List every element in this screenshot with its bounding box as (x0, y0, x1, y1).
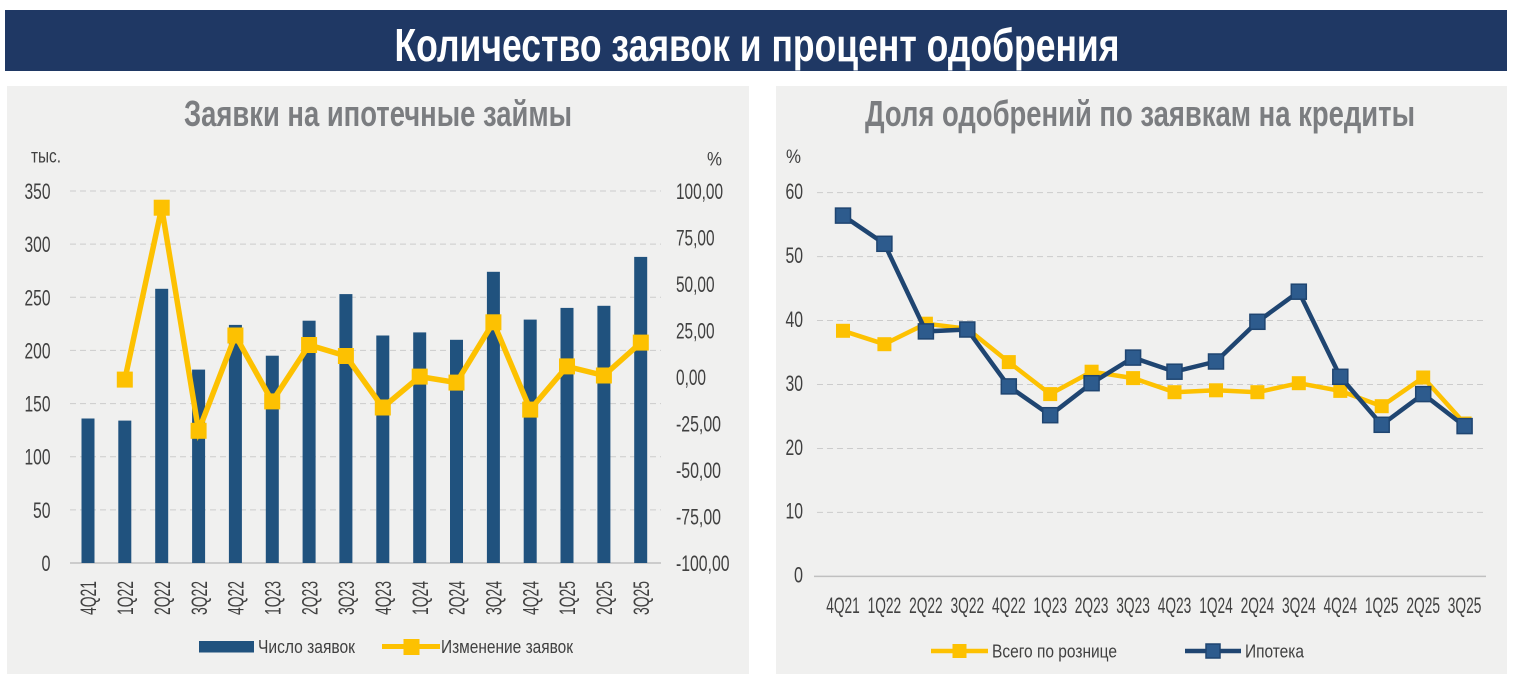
svg-text:50: 50 (786, 243, 804, 268)
svg-text:4Q23: 4Q23 (1158, 593, 1192, 618)
svg-text:Изменение заявок: Изменение заявок (441, 636, 574, 657)
svg-text:3Q23: 3Q23 (1116, 593, 1150, 618)
svg-text:1Q25: 1Q25 (555, 581, 580, 615)
svg-text:1Q24: 1Q24 (1199, 593, 1233, 618)
svg-text:Доля одобрений по заявкам на к: Доля одобрений по заявкам на кредиты (865, 93, 1415, 134)
svg-text:100,00: 100,00 (676, 179, 723, 204)
svg-text:2Q23: 2Q23 (1075, 593, 1109, 618)
svg-text:0: 0 (42, 551, 51, 576)
svg-text:1Q23: 1Q23 (260, 581, 285, 615)
svg-text:4Q23: 4Q23 (371, 581, 396, 615)
svg-text:2Q22: 2Q22 (150, 581, 175, 615)
svg-text:4Q24: 4Q24 (1324, 593, 1358, 618)
svg-text:%: % (786, 147, 801, 168)
svg-text:150: 150 (25, 392, 51, 417)
svg-text:10: 10 (786, 499, 804, 524)
svg-text:2Q24: 2Q24 (1241, 593, 1275, 618)
svg-text:1Q24: 1Q24 (408, 581, 433, 615)
svg-text:250: 250 (25, 285, 51, 310)
svg-text:60: 60 (786, 179, 804, 204)
svg-text:4Q22: 4Q22 (224, 581, 249, 615)
svg-text:50: 50 (33, 498, 51, 523)
svg-text:0,00: 0,00 (676, 365, 706, 390)
svg-text:3Q24: 3Q24 (482, 581, 507, 615)
svg-text:1Q22: 1Q22 (868, 593, 902, 618)
svg-text:25,00: 25,00 (676, 319, 715, 344)
svg-text:2Q24: 2Q24 (445, 581, 470, 615)
svg-text:3Q24: 3Q24 (1282, 593, 1316, 618)
svg-text:3Q23: 3Q23 (334, 581, 359, 615)
svg-text:3Q25: 3Q25 (1448, 593, 1482, 618)
svg-text:Заявки на ипотечные займы: Заявки на ипотечные займы (184, 93, 572, 134)
svg-text:-25,00: -25,00 (676, 412, 721, 437)
svg-text:3Q25: 3Q25 (629, 581, 654, 615)
svg-text:3Q22: 3Q22 (951, 593, 985, 618)
svg-text:75,00: 75,00 (676, 226, 715, 251)
svg-text:-50,00: -50,00 (676, 458, 721, 483)
svg-text:4Q21: 4Q21 (76, 581, 101, 615)
svg-text:Всего по рознице: Всего по рознице (992, 641, 1117, 662)
svg-text:Число заявок: Число заявок (258, 636, 356, 657)
svg-text:1Q22: 1Q22 (113, 581, 138, 615)
svg-text:30: 30 (786, 371, 804, 396)
svg-text:200: 200 (25, 338, 51, 363)
svg-text:1Q23: 1Q23 (1033, 593, 1067, 618)
svg-text:Ипотека: Ипотека (1245, 641, 1305, 662)
svg-text:2Q23: 2Q23 (297, 581, 322, 615)
svg-text:4Q21: 4Q21 (826, 593, 860, 618)
svg-text:1Q25: 1Q25 (1365, 593, 1399, 618)
svg-text:350: 350 (25, 179, 51, 204)
svg-text:%: % (707, 150, 722, 171)
svg-text:300: 300 (25, 232, 51, 257)
svg-text:4Q22: 4Q22 (992, 593, 1026, 618)
svg-text:-75,00: -75,00 (676, 505, 721, 530)
svg-text:2Q25: 2Q25 (1406, 593, 1440, 618)
svg-text:Количество заявок и процент од: Количество заявок и процент одобрения (395, 19, 1120, 71)
svg-text:2Q22: 2Q22 (909, 593, 943, 618)
svg-text:50,00: 50,00 (676, 272, 715, 297)
svg-text:0: 0 (794, 563, 803, 588)
svg-text:-100,00: -100,00 (676, 551, 730, 576)
svg-text:20: 20 (786, 435, 804, 460)
svg-text:100: 100 (25, 445, 51, 470)
svg-text:2Q25: 2Q25 (592, 581, 617, 615)
svg-text:тыс.: тыс. (31, 147, 61, 168)
svg-text:4Q24: 4Q24 (518, 581, 543, 615)
svg-text:3Q22: 3Q22 (187, 581, 212, 615)
svg-text:40: 40 (786, 307, 804, 332)
